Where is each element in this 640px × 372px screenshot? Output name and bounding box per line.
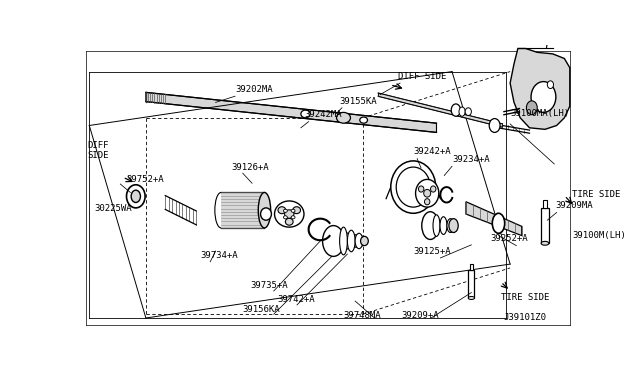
Text: 39209MA: 39209MA — [555, 201, 593, 210]
Ellipse shape — [285, 218, 293, 225]
Ellipse shape — [447, 219, 454, 232]
Ellipse shape — [424, 189, 431, 197]
Ellipse shape — [337, 112, 351, 123]
Text: 39252+A: 39252+A — [491, 234, 529, 243]
Ellipse shape — [433, 215, 440, 236]
Ellipse shape — [459, 107, 465, 116]
Polygon shape — [468, 270, 474, 298]
Ellipse shape — [451, 104, 461, 116]
Ellipse shape — [489, 119, 500, 132]
Ellipse shape — [449, 219, 458, 232]
Ellipse shape — [531, 81, 556, 112]
Text: 39752+A: 39752+A — [127, 175, 164, 184]
Polygon shape — [146, 92, 436, 132]
Ellipse shape — [284, 216, 287, 219]
Polygon shape — [543, 200, 547, 208]
Ellipse shape — [541, 241, 549, 245]
Ellipse shape — [127, 185, 145, 208]
Ellipse shape — [292, 207, 301, 214]
Ellipse shape — [415, 179, 439, 207]
Ellipse shape — [259, 192, 271, 228]
Text: 39735+A: 39735+A — [250, 280, 288, 289]
Ellipse shape — [355, 233, 363, 249]
Ellipse shape — [348, 230, 355, 252]
Ellipse shape — [275, 201, 304, 227]
Text: J39101Z0: J39101Z0 — [504, 313, 547, 322]
Ellipse shape — [360, 236, 368, 246]
Ellipse shape — [419, 186, 424, 192]
Text: 39748MA: 39748MA — [344, 311, 381, 320]
Text: 39125+A: 39125+A — [413, 247, 451, 256]
Polygon shape — [470, 264, 473, 270]
Ellipse shape — [465, 108, 472, 115]
Ellipse shape — [492, 213, 505, 233]
Ellipse shape — [323, 225, 344, 256]
Text: 39742+A: 39742+A — [278, 295, 316, 304]
Ellipse shape — [278, 207, 285, 214]
Polygon shape — [221, 192, 264, 228]
Text: DIFF SIDE: DIFF SIDE — [397, 72, 446, 81]
Ellipse shape — [215, 192, 227, 228]
Text: 39242+A: 39242+A — [413, 147, 451, 156]
Text: 39155KA: 39155KA — [340, 97, 377, 106]
Polygon shape — [510, 48, 570, 129]
Ellipse shape — [360, 117, 367, 123]
Ellipse shape — [424, 199, 430, 205]
Polygon shape — [378, 93, 502, 127]
Ellipse shape — [396, 167, 430, 207]
Text: 39234+A: 39234+A — [452, 155, 490, 164]
Ellipse shape — [391, 161, 436, 213]
Text: 39126+A: 39126+A — [231, 163, 269, 172]
Ellipse shape — [440, 217, 447, 234]
Ellipse shape — [291, 209, 295, 212]
Polygon shape — [466, 202, 522, 235]
Polygon shape — [333, 230, 363, 252]
Ellipse shape — [301, 110, 310, 118]
Ellipse shape — [284, 209, 287, 212]
Text: 39734+A: 39734+A — [200, 251, 237, 260]
Ellipse shape — [422, 212, 439, 240]
Polygon shape — [541, 208, 549, 243]
Text: 39242MA: 39242MA — [305, 110, 342, 119]
Ellipse shape — [285, 210, 294, 218]
Text: 39100MA(LH): 39100MA(LH) — [510, 109, 569, 118]
Ellipse shape — [340, 227, 348, 255]
Text: 39100M(LH): 39100M(LH) — [572, 231, 626, 240]
Text: TIRE SIDE: TIRE SIDE — [572, 190, 621, 199]
Text: 39156KA: 39156KA — [243, 305, 280, 314]
Ellipse shape — [527, 101, 537, 115]
Ellipse shape — [260, 208, 271, 220]
Text: 39202MA: 39202MA — [235, 85, 273, 94]
Ellipse shape — [468, 296, 474, 299]
Text: 39209+A: 39209+A — [402, 311, 439, 320]
Ellipse shape — [131, 190, 140, 202]
Text: 30225WA: 30225WA — [94, 204, 132, 213]
Text: TIRE SIDE: TIRE SIDE — [501, 294, 549, 302]
Ellipse shape — [547, 81, 554, 89]
Text: DIFF
SIDE: DIFF SIDE — [88, 141, 109, 160]
Ellipse shape — [291, 216, 295, 219]
Ellipse shape — [431, 186, 436, 192]
